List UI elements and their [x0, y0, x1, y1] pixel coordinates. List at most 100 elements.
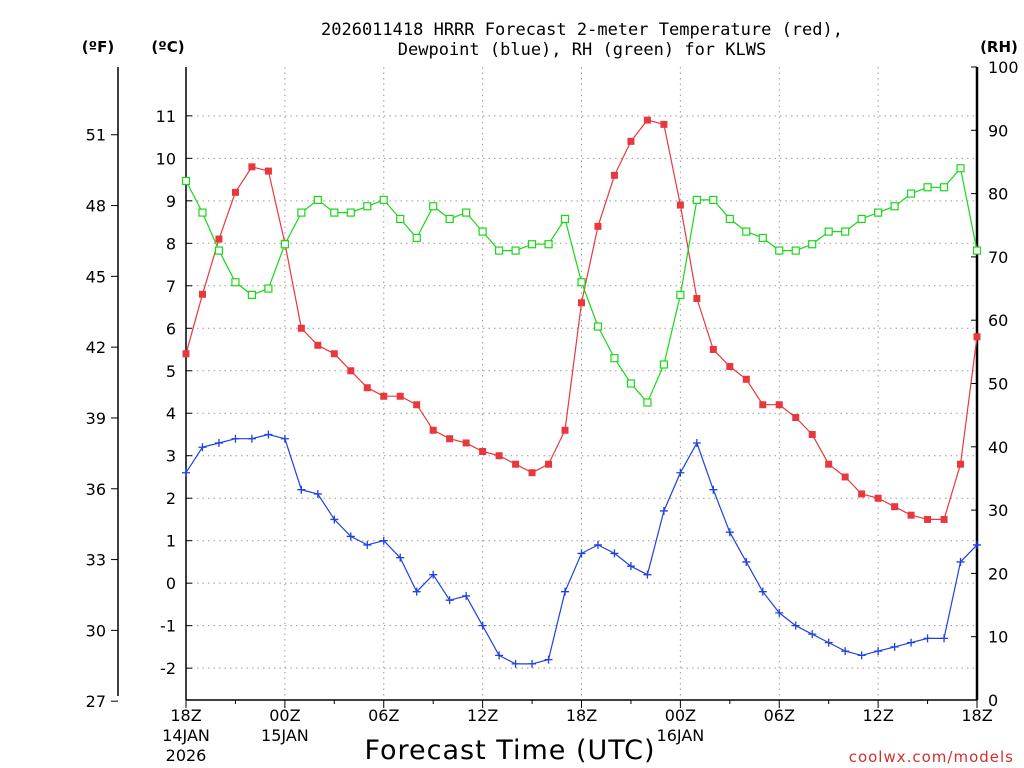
rh-point — [643, 398, 652, 407]
temperature-point — [874, 494, 882, 502]
temperature-point — [495, 452, 503, 460]
temperature-point — [660, 120, 668, 128]
temperature-point — [676, 201, 684, 209]
rh-point — [544, 240, 553, 249]
rh-point — [462, 208, 471, 217]
rh-tick-label: 100 — [988, 58, 1019, 77]
temperature-point — [429, 426, 437, 434]
axes: -2-10123456789101118Z14JAN202600Z15JAN06… — [86, 58, 1019, 765]
rh-point — [676, 290, 685, 299]
rh-point — [330, 208, 339, 217]
x-tick-label: 00Z — [665, 706, 696, 725]
temperature-point — [198, 290, 206, 298]
temperature-point — [264, 167, 272, 175]
temperature-point — [907, 511, 915, 519]
rh-point — [363, 202, 372, 211]
dewpoint-point — [379, 536, 388, 545]
dewpoint-point — [643, 570, 652, 579]
temperature-point — [462, 439, 470, 447]
dewpoint-point — [874, 647, 883, 656]
temperature-point — [512, 460, 520, 468]
x-tick-label: 18Z — [961, 706, 992, 725]
rh-point — [495, 246, 504, 255]
rh-point — [742, 227, 751, 236]
dewpoint-point — [544, 655, 553, 664]
dewpoint-point — [396, 553, 405, 562]
temperature-point — [314, 341, 322, 349]
rh-point — [198, 208, 207, 217]
rh-point — [890, 202, 899, 211]
temperature-point — [248, 163, 256, 171]
rh-tick-label: 80 — [988, 185, 1008, 204]
chart-title-line2: Dewpoint (blue), RH (green) for KLWS — [398, 40, 766, 60]
dewpoint-point — [528, 659, 537, 668]
temperature-point — [726, 363, 734, 371]
series-line — [185, 119, 978, 521]
rh-tick-label: 50 — [988, 375, 1008, 394]
rh-point — [346, 208, 355, 217]
dewpoint-point — [313, 489, 322, 498]
temperature-point — [792, 413, 800, 421]
dewpoint-point — [709, 485, 718, 494]
temperature-point — [627, 137, 635, 145]
temperature-point — [858, 490, 866, 498]
rh-point — [874, 208, 883, 217]
c-tick-label: 5 — [166, 362, 176, 381]
c-tick-label: 2 — [166, 489, 176, 508]
temperature-point — [528, 469, 536, 477]
temperature-point — [709, 346, 717, 354]
temperature-point — [330, 350, 338, 358]
rh-point — [478, 227, 487, 236]
c-tick-label: 6 — [166, 319, 176, 338]
dewpoint-point — [198, 443, 207, 452]
rh-point — [527, 240, 537, 249]
f-tick-label: 36 — [86, 480, 106, 499]
rh-point — [313, 195, 322, 205]
c-tick-label: -1 — [160, 617, 176, 636]
f-tick-label: 33 — [86, 551, 106, 570]
rh-point — [593, 322, 603, 331]
rh-point — [379, 195, 388, 205]
c-tick-label: 8 — [166, 234, 176, 253]
temperature-point — [825, 460, 833, 468]
dewpoint-point — [940, 634, 949, 643]
series-rh — [181, 164, 982, 407]
dewpoint-point — [297, 485, 306, 494]
temperature-point — [841, 473, 849, 481]
rh-point — [659, 360, 668, 369]
rh-point — [775, 246, 784, 255]
temperature-point — [643, 116, 651, 124]
c-tick-label: -2 — [160, 659, 176, 678]
f-tick-label: 51 — [86, 126, 106, 145]
rh-point — [906, 189, 916, 198]
temperature-point — [610, 171, 618, 179]
rh-point — [214, 246, 224, 255]
temperature-point — [413, 401, 421, 409]
temperature-point — [940, 515, 948, 523]
temperature-point — [182, 350, 190, 358]
dewpoint-point — [973, 540, 981, 549]
x-tick-label: 18Z — [566, 706, 597, 725]
rh-point — [396, 214, 405, 224]
series-dewpoint — [182, 430, 981, 668]
rh-point — [511, 246, 520, 255]
chart-title-line1: 2026011418 HRRR Forecast 2-meter Tempera… — [321, 20, 843, 40]
celsius-axis-label: (ºC) — [151, 38, 184, 56]
dewpoint-point — [808, 630, 817, 639]
dewpoint-point — [478, 621, 487, 630]
temperature-point — [396, 392, 404, 400]
rh-point — [280, 240, 289, 249]
rh-point — [181, 176, 191, 186]
rh-tick-label: 60 — [988, 311, 1008, 330]
temperature-point — [347, 367, 355, 375]
rh-point — [297, 208, 306, 217]
f-tick-label: 30 — [86, 621, 106, 640]
rh-point — [857, 214, 866, 224]
rh-point — [725, 214, 734, 224]
dewpoint-point — [725, 528, 734, 537]
dewpoint-point — [429, 570, 438, 579]
dewpoint-point — [791, 621, 800, 630]
dewpoint-point — [214, 438, 223, 447]
temperature-point — [924, 515, 932, 523]
